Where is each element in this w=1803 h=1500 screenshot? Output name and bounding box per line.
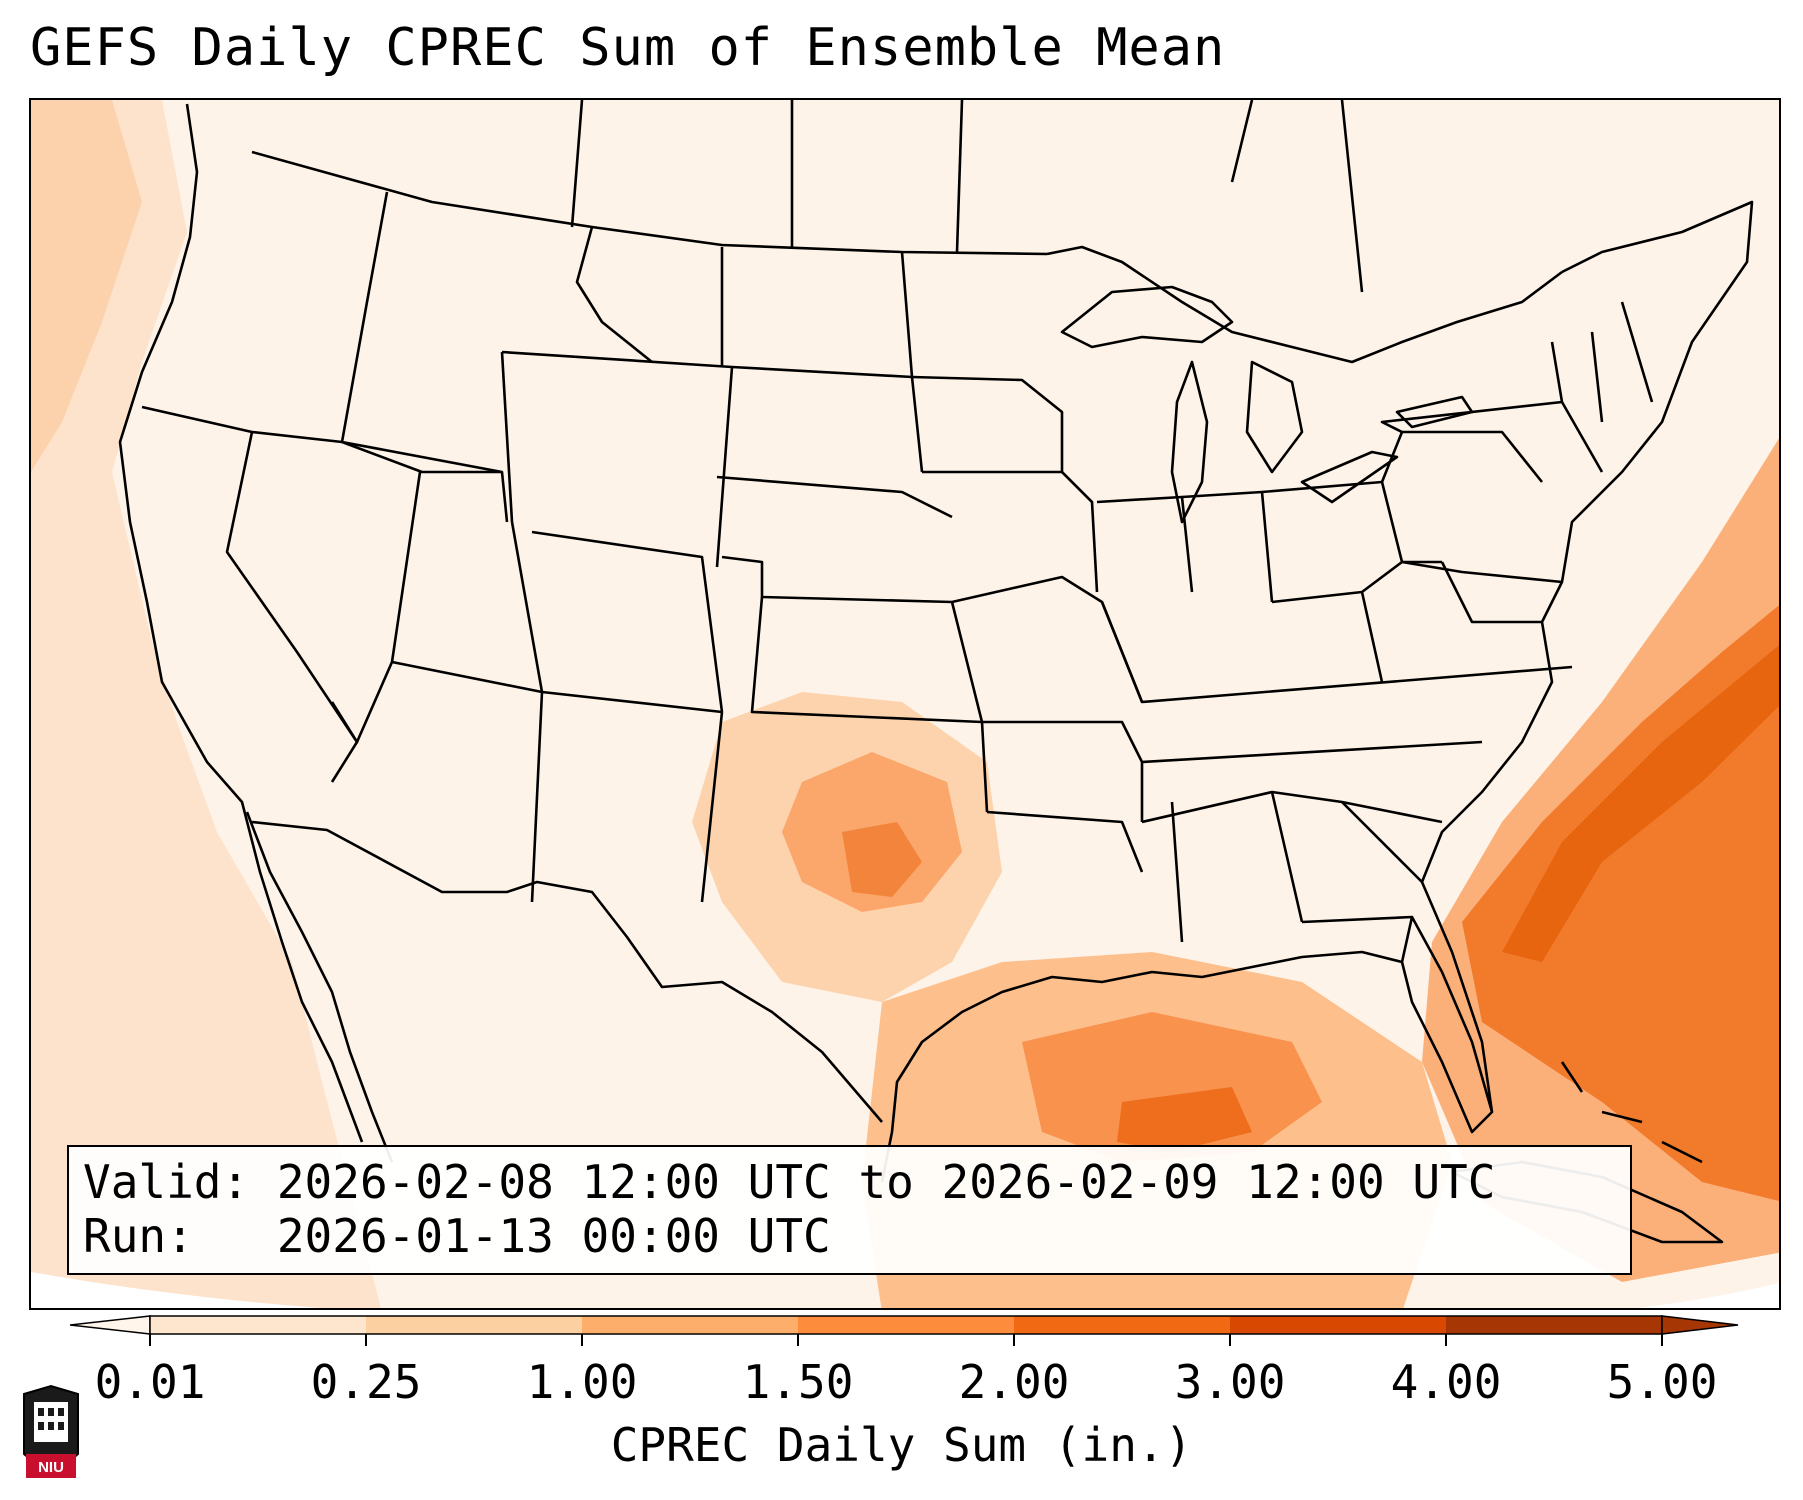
projection-edge-right — [1637, 1282, 1779, 1308]
colorbar — [70, 1315, 1739, 1346]
colorbar-segment-0 — [150, 1316, 367, 1334]
niu-logo: NIU — [23, 1384, 79, 1478]
colorbar-extend-high — [1661, 1315, 1739, 1335]
map-canvas — [31, 100, 1779, 1308]
colorbar-extend-low — [70, 1315, 151, 1335]
valid-time-text: Valid: 2026-02-08 12:00 UTC to 2026-02-0… — [83, 1155, 1496, 1209]
lake-superior — [1060, 285, 1234, 349]
colorbar-tick-0: 0.01 — [94, 1355, 206, 1409]
colorbar-segment-3 — [798, 1316, 1015, 1334]
precip-pacific-west — [31, 100, 381, 1308]
logo-text: NIU — [38, 1459, 64, 1476]
run-time-text: Run: 2026-01-13 00:00 UTC — [83, 1209, 831, 1263]
us-mexico-border — [251, 820, 883, 1123]
valid-run-info-box: Valid: 2026-02-08 12:00 UTC to 2026-02-0… — [67, 1145, 1632, 1275]
colorbar-segment-1 — [366, 1316, 583, 1334]
colorbar-segment-2 — [582, 1316, 799, 1334]
baja-peninsula — [245, 811, 394, 1163]
colorbar-segment-4 — [1014, 1316, 1231, 1334]
northeast-coast — [1400, 200, 1754, 1134]
colorbar-tick-5: 3.00 — [1174, 1355, 1286, 1409]
lake-huron — [1245, 360, 1304, 474]
gulf-coast — [880, 950, 1403, 1183]
precip-oklahoma-peak — [842, 822, 922, 897]
precipitation-map — [29, 98, 1781, 1310]
colorbar-tick-1: 0.25 — [310, 1355, 422, 1409]
colorbar-label: CPREC Daily Sum (in.) — [610, 1418, 1193, 1472]
colorbar-tick-7: 5.00 — [1606, 1355, 1718, 1409]
projection-edge-left — [31, 1272, 321, 1308]
west-coast — [118, 103, 364, 1143]
political-borders — [118, 100, 1754, 1244]
colorbar-tick-2: 1.00 — [526, 1355, 638, 1409]
us-canada-border — [251, 150, 1048, 256]
great-lakes-border — [1046, 245, 1563, 364]
lake-erie — [1300, 450, 1399, 504]
precip-gulf-peak — [1117, 1087, 1252, 1152]
precip-field — [31, 100, 1779, 1308]
precip-pacific-edge — [31, 100, 142, 472]
lake-michigan — [1170, 360, 1209, 524]
colorbar-tick-3: 1.50 — [742, 1355, 854, 1409]
florida — [1410, 916, 1494, 1113]
map-title: GEFS Daily CPREC Sum of Ensemble Mean — [30, 18, 1226, 78]
colorbar-tick-4: 2.00 — [958, 1355, 1070, 1409]
colorbar-segment-5 — [1230, 1316, 1447, 1334]
colorbar-segment-6 — [1446, 1316, 1663, 1334]
colorbar-tick-6: 4.00 — [1390, 1355, 1502, 1409]
bahamas — [1560, 1061, 1703, 1164]
precip-atlantic-peak — [1502, 645, 1779, 962]
